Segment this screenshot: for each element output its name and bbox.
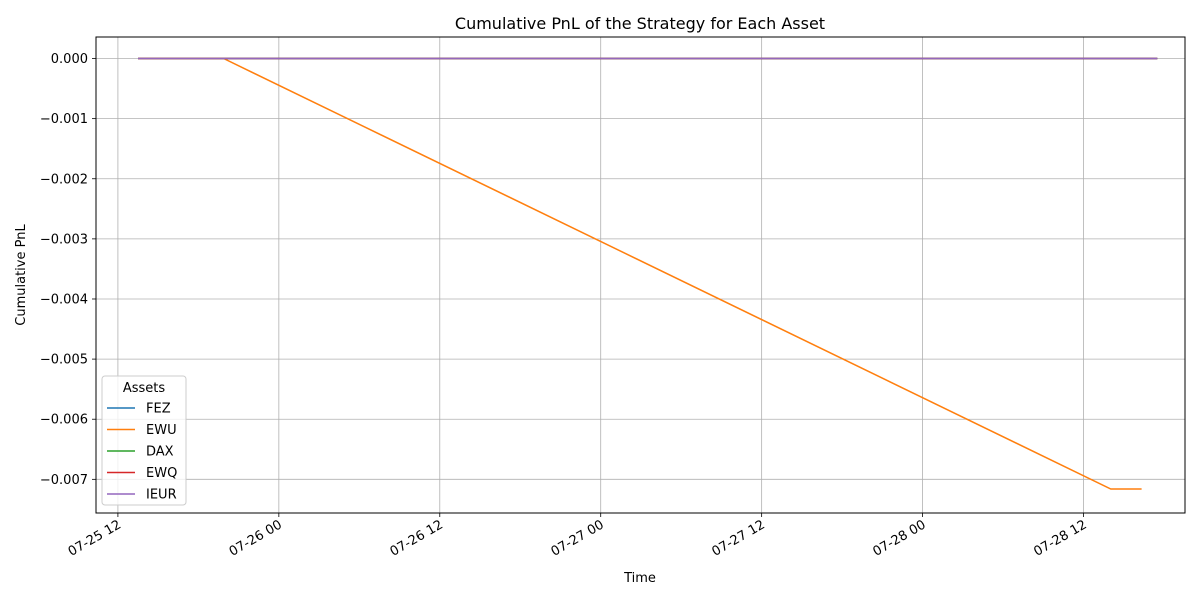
legend-label: IEUR [146, 488, 177, 503]
x-axis-label: Time [623, 571, 656, 586]
y-axis-label: Cumulative PnL [14, 224, 29, 326]
legend-label: EWQ [146, 466, 177, 481]
y-tick-label: −0.003 [40, 232, 88, 247]
legend: Assets FEZ EWU DAX EWQ IEUR [101, 375, 187, 506]
plot-frame [95, 36, 1186, 514]
y-tick-label: −0.004 [40, 292, 88, 307]
legend-title: Assets [123, 381, 166, 396]
y-tick-label: 0.000 [51, 52, 88, 67]
y-tick-label: −0.007 [40, 473, 88, 488]
y-tick-label: −0.002 [40, 172, 88, 187]
y-tick-label: −0.001 [40, 112, 88, 127]
y-axis: 0.000 −0.001 −0.002 −0.003 −0.004 −0.005 −0.00… [40, 52, 96, 488]
y-tick-label: −0.005 [40, 353, 88, 368]
chart-title: Cumulative PnL of the Strategy for Each … [455, 14, 825, 33]
y-tick-label: −0.006 [40, 413, 88, 428]
legend-label: DAX [146, 445, 174, 460]
legend-label: EWU [146, 423, 177, 438]
series-lines [138, 57, 1158, 490]
grid [96, 37, 1185, 513]
legend-label: FEZ [146, 402, 171, 417]
